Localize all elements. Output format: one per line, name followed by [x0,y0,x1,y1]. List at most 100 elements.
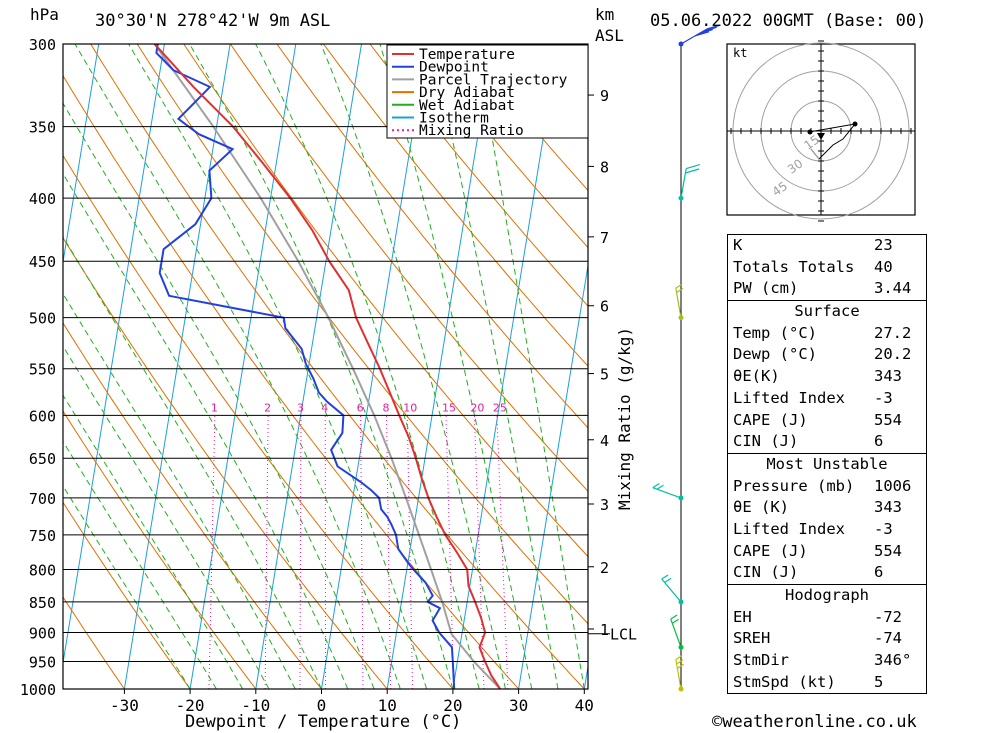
hodo-row-stmspd: StmSpd (kt) 5 [733,672,884,691]
surface-row-thetae: θE(K) 343 [733,367,902,386]
hodograph-unit-label: kt [733,46,747,60]
wind-barb-shaft [680,168,687,199]
dry-adiabat-line [63,154,454,689]
surface-box: Surface Temp (°C) 27.2 Dewp (°C) 20.2 θE(K… [727,301,927,454]
pressure-tick-label: 300 [29,36,56,54]
hodo-row-eh: EH -72 [733,607,902,626]
wind-barb-shaft [670,618,682,648]
hodograph-point [852,121,858,127]
wind-barb-flag [677,663,685,669]
legend-label: Parcel Trajectory [419,72,568,88]
temperature-tick-label: 40 [575,696,594,715]
hodograph-trace-light [810,148,820,160]
km-tick-label: 8 [600,158,609,176]
isotherm-line [321,44,428,689]
wind-barb-flag [664,577,672,583]
mu-row-thetae: θE (K) 343 [733,498,902,517]
mu-row-lifted: Lifted Index -3 [733,519,893,538]
pressure-tick-label: 550 [29,361,56,379]
wet-adiabat-line [475,44,585,689]
mixing-ratio-line [208,415,216,689]
temperature-tick-label: 30 [509,696,528,715]
hodograph-shear [808,123,856,133]
mixing-ratio-line [360,415,364,689]
indices-panel: K 23 Totals Totals 40 PW (cm) 3.44 Surface … [727,234,927,695]
mixing-ratio-label: 8 [383,401,390,414]
mixing-ratio-label: 10 [403,401,417,414]
mixing-ratio-label: 3 [297,401,304,414]
wind-barb-flag [656,484,664,490]
pressure-tick-label: 500 [29,310,56,328]
temperature-tick-label: -30 [110,696,139,715]
wet-adiabat-line [430,44,559,689]
x-axis-title: Dewpoint / Temperature (°C) [185,712,461,732]
pressure-unit-label: hPa [30,5,59,24]
legend-box [386,44,589,139]
legend-label: Isotherm [419,111,489,127]
pressure-tick-label: 1000 [20,681,56,699]
pressure-tick-label: 400 [29,190,56,208]
wind-barb-flag [685,168,700,174]
mixing-ratio-label: 4 [321,401,328,414]
pressure-tick-label: 450 [29,253,56,271]
isotherm-line [189,44,297,689]
location-title: 30°30'N 278°42'W 9m ASL [95,11,330,31]
legend-label: Dry Adiabat [419,85,515,101]
mixing-ratio-line [496,415,509,689]
dry-adiabat-line [276,44,588,429]
hodograph-index-box: Hodograph EH -72 SREH -74 StmDir 346° StmSp… [727,585,927,695]
wind-barb-shaft [675,659,682,690]
surface-row-dewp: Dewp (°C) 20.2 [733,345,912,364]
mixing-ratio-label: 1 [211,401,218,414]
wet-adiabat-line [74,44,401,689]
wet-adiabat-line [128,44,428,689]
surface-row-cape: CAPE (J) 554 [733,410,902,429]
temperature-tick-label: 10 [378,696,397,715]
wind-barb-shaft [675,288,682,318]
wind-barb-flag [661,574,669,580]
most-unstable-box: Most Unstable Pressure (mb) 1006 θE (K) 34… [727,453,927,585]
wind-barb-flag [706,24,721,30]
surface-row-lifted: Lifted Index -3 [733,388,893,407]
wind-barb-flag [670,614,678,620]
mu-row-cape: CAPE (J) 554 [733,541,902,560]
km-unit-label: km [595,5,614,24]
pressure-tick-label: 600 [29,407,56,425]
temperature-tick-label: -10 [241,696,270,715]
temperature-tick-label: 0 [317,696,327,715]
mixing-ratio-line [264,415,269,689]
wind-barb-flag [671,618,679,624]
dry-adiabat-line [63,74,519,689]
mixing-ratio-line [473,415,485,689]
wind-barb-flag [676,659,684,665]
km-tick-label: 7 [600,229,609,247]
wet-adiabat-line [320,44,506,689]
pressure-tick-label: 650 [29,450,56,468]
wind-barb-flag [675,283,683,289]
hodo-row-sreh: SREH -74 [733,629,902,648]
km-tick-label: 2 [600,559,609,577]
copyright-footer: ©weatheronline.co.uk [712,712,917,732]
wind-barb-flag [699,28,713,35]
wind-barb-flag [652,483,660,489]
dry-adiabat-line [63,596,125,689]
isotherm-line [63,44,100,265]
isotherm-line [63,44,165,666]
pressure-tick-label: 700 [29,490,56,508]
mixing-ratio-label: 2 [264,401,271,414]
dry-adiabat-line [323,44,588,367]
wind-barb-shaft [680,28,708,45]
mixing-ratio-label: 6 [357,401,364,414]
dry-adiabat-line [63,501,191,689]
mixing-ratio-line [386,415,392,689]
mixing-ratio-label: 20 [470,401,484,414]
dry-adiabat-line [369,44,588,307]
temperature-tick-label: 20 [443,696,462,715]
wet-adiabat-line [255,44,480,689]
legend-label: Temperature [419,47,515,63]
hodo-row-stmdir: StmDir 346° [733,651,912,670]
datetime-title: 05.06.2022 00GMT (Base: 00) [650,11,926,31]
isotherm-line [452,44,560,689]
